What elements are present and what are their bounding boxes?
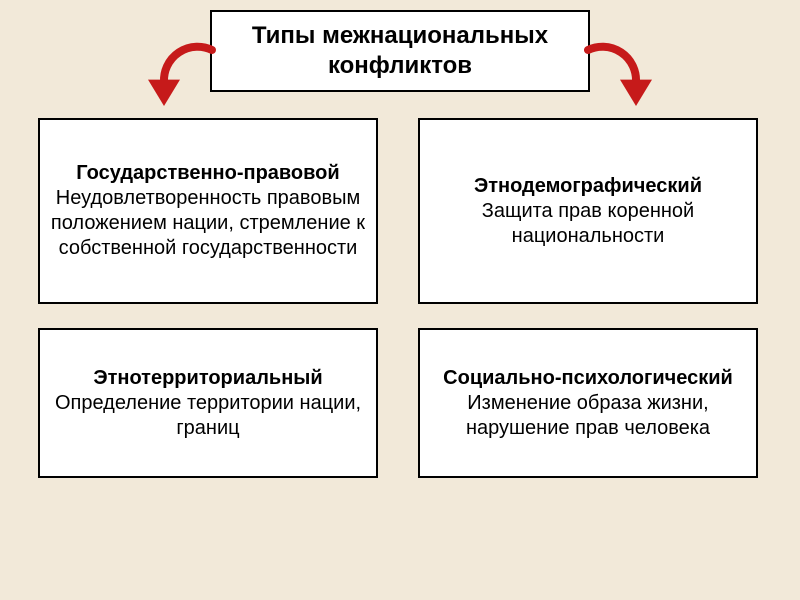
- box-ethnodemographic: Этнодемографический Защита прав коренной…: [418, 118, 758, 304]
- title-text: Типы межнациональных конфликтов: [222, 21, 578, 81]
- box-state-legal-desc: Неудовлетворенность правовым положением …: [50, 186, 366, 261]
- box-ethnodemographic-title: Этнодемографический: [474, 174, 702, 199]
- box-ethnoterritorial-desc: Определение территории нации, границ: [50, 391, 366, 441]
- box-social-psychological: Социально-психологический Изменение обра…: [418, 328, 758, 478]
- box-ethnoterritorial-title: Этнотерриториальный: [93, 366, 322, 391]
- title-box: Типы межнациональных конфликтов: [210, 10, 590, 92]
- arrow-right-icon: [580, 30, 660, 110]
- box-state-legal: Государственно-правовой Неудовлетворенно…: [38, 118, 378, 304]
- box-social-psychological-title: Социально-психологический: [443, 366, 733, 391]
- box-state-legal-title: Государственно-правовой: [76, 161, 339, 186]
- arrow-left-icon: [140, 30, 220, 110]
- box-ethnoterritorial: Этнотерриториальный Определение территор…: [38, 328, 378, 478]
- box-social-psychological-desc: Изменение образа жизни, нарушение прав ч…: [430, 391, 746, 441]
- box-ethnodemographic-desc: Защита прав коренной национальности: [430, 199, 746, 249]
